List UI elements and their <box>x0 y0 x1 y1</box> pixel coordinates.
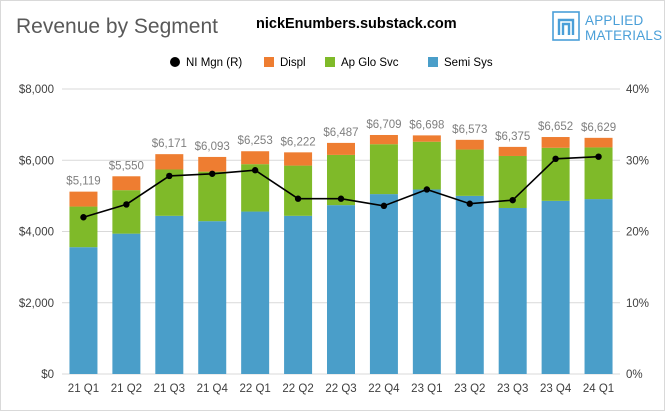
bar-semi-sys <box>198 221 227 374</box>
y-left-tick-label: $4,000 <box>19 227 54 239</box>
bar-displ <box>284 152 313 166</box>
bar-displ <box>369 134 398 145</box>
bar-ap-glo-svc <box>69 206 98 248</box>
x-tick-label: 21 Q3 <box>154 383 185 395</box>
bar-ap-glo-svc <box>284 165 313 216</box>
ni-margin-point <box>294 195 302 202</box>
legend-marker-dot <box>170 57 180 67</box>
bar-semi-sys <box>412 189 441 374</box>
total-data-label: $6,629 <box>581 122 616 134</box>
ni-margin-point <box>123 201 130 208</box>
total-data-label: $6,253 <box>238 135 273 147</box>
bar-semi-sys <box>241 211 270 374</box>
total-data-label: $5,119 <box>66 176 100 188</box>
bar-semi-sys <box>327 205 355 374</box>
bar-semi-sys <box>369 194 398 374</box>
legend-marker-square <box>264 57 274 67</box>
y-left-tick-label: $0 <box>41 369 54 381</box>
bar-ap-glo-svc <box>455 149 484 196</box>
bar-semi-sys <box>284 215 313 374</box>
ni-margin-point <box>337 195 345 202</box>
ni-margin-point <box>380 202 388 210</box>
y-right-tick-label: 40% <box>626 84 649 96</box>
bar-semi-sys <box>455 195 484 374</box>
bar-displ <box>541 137 570 148</box>
x-tick-label: 21 Q1 <box>68 383 99 395</box>
logo-text-line2: MATERIALS <box>585 28 663 43</box>
legend-marker-square <box>325 57 335 67</box>
ni-margin-point <box>552 155 559 163</box>
ni-margin-point <box>595 153 602 160</box>
y-right-tick-label: 30% <box>626 155 649 167</box>
bar-displ <box>112 176 141 191</box>
x-tick-label: 23 Q1 <box>411 383 442 395</box>
source-credit: nickEnumbers.substack.com <box>256 16 457 32</box>
legend-label: NI Mgn (R) <box>186 57 242 69</box>
ni-margin-point <box>251 167 259 174</box>
bar-displ <box>455 139 484 150</box>
bar-displ <box>155 154 184 170</box>
total-data-label: $6,573 <box>452 124 487 136</box>
ni-margin-point <box>466 200 473 207</box>
total-data-label: $6,222 <box>280 136 315 148</box>
total-data-label: $6,709 <box>366 119 401 131</box>
bar-displ <box>327 142 355 155</box>
total-data-label: $6,093 <box>195 141 230 153</box>
total-data-label: $5,550 <box>109 160 144 172</box>
legend-label: Displ <box>280 57 306 69</box>
bar-semi-sys <box>584 199 613 374</box>
ni-margin-point <box>80 214 87 221</box>
total-data-label: $6,652 <box>538 121 573 133</box>
bar-displ <box>241 151 270 165</box>
ni-margin-point <box>423 186 431 193</box>
bar-semi-sys <box>69 247 98 374</box>
x-tick-label: 23 Q2 <box>454 383 485 395</box>
bar-ap-glo-svc <box>412 141 441 190</box>
x-tick-label: 21 Q4 <box>197 383 229 395</box>
ni-margin-point <box>166 172 173 180</box>
bar-displ <box>584 137 613 148</box>
company-logo: APPLIED MATERIALS <box>552 11 663 45</box>
bar-semi-sys <box>155 215 184 374</box>
bar-semi-sys <box>498 207 527 374</box>
bar-ap-glo-svc <box>112 190 141 234</box>
x-tick-label: 21 Q2 <box>111 383 142 395</box>
total-data-label: $6,487 <box>323 127 358 139</box>
bar-displ <box>412 135 441 142</box>
bar-ap-glo-svc <box>369 144 398 195</box>
y-right-tick-label: 0% <box>626 369 643 381</box>
x-tick-label: 22 Q4 <box>368 383 400 395</box>
bar-ap-glo-svc <box>198 171 227 222</box>
logo-text-line1: APPLIED <box>585 13 644 28</box>
y-right-tick-label: 10% <box>626 298 649 310</box>
bar-semi-sys <box>541 200 570 374</box>
y-right-tick-label: 20% <box>626 227 649 239</box>
x-tick-label: 22 Q2 <box>282 383 313 395</box>
bar-displ <box>198 156 227 172</box>
x-tick-label: 22 Q1 <box>239 383 270 395</box>
total-data-label: $6,171 <box>152 138 187 150</box>
x-tick-label: 23 Q4 <box>540 383 572 395</box>
bar-displ <box>69 191 98 207</box>
ni-margin-point <box>509 196 516 204</box>
chart-title: Revenue by Segment <box>16 15 218 38</box>
ni-margin-point <box>209 170 216 177</box>
total-data-label: $6,375 <box>495 131 530 143</box>
bar-semi-sys <box>112 233 141 374</box>
y-left-tick-label: $8,000 <box>19 84 54 96</box>
bar-displ <box>498 146 527 156</box>
legend-marker-square <box>428 57 438 67</box>
applied-materials-logo-icon <box>552 11 580 41</box>
y-left-tick-label: $2,000 <box>19 298 54 310</box>
x-tick-label: 22 Q3 <box>325 383 356 395</box>
y-left-tick-label: $6,000 <box>19 155 54 167</box>
legend-label: Semi Sys <box>444 57 493 69</box>
legend-label: Ap Glo Svc <box>341 57 399 69</box>
x-tick-label: 24 Q1 <box>583 383 614 395</box>
total-data-label: $6,698 <box>409 119 444 131</box>
x-tick-label: 23 Q3 <box>497 383 528 395</box>
